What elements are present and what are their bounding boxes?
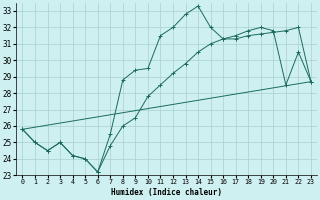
X-axis label: Humidex (Indice chaleur): Humidex (Indice chaleur) (111, 188, 222, 197)
